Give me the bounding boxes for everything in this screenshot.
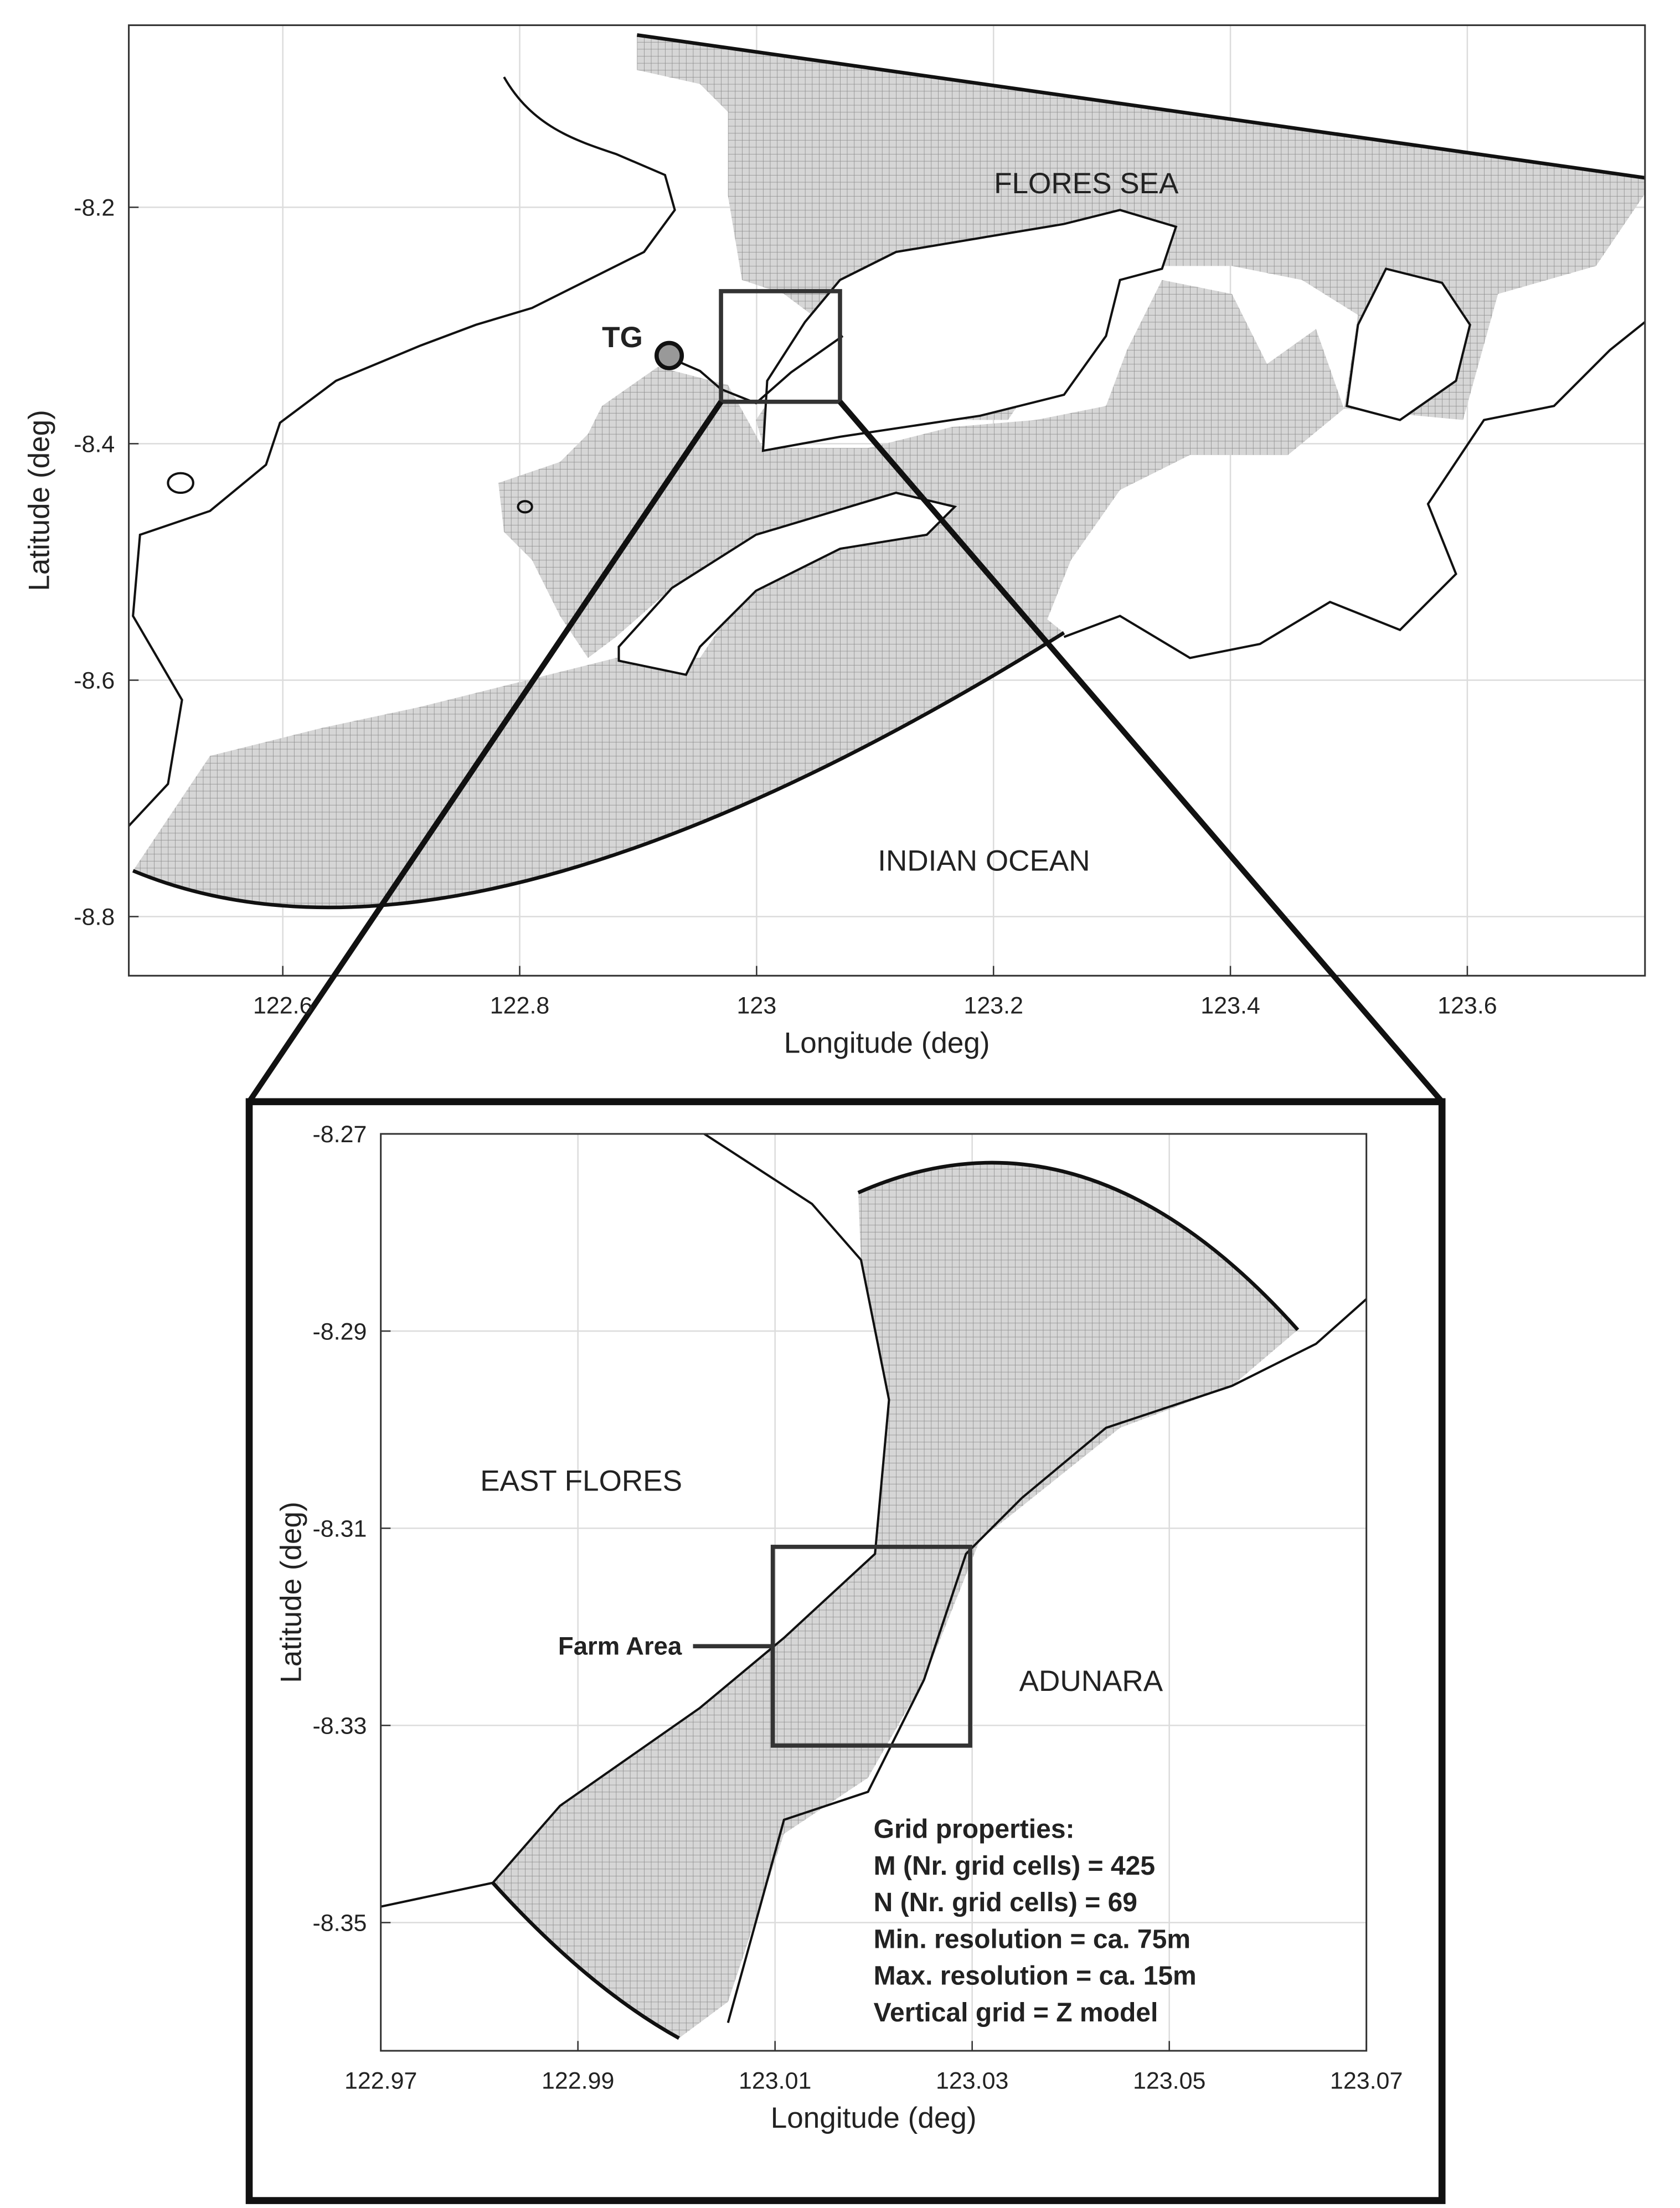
y-tick-label: -8.31 [312, 1515, 367, 1542]
grid-property: M (Nr. grid cells) = 425 [874, 1851, 1155, 1881]
grid-boundary [491, 1881, 680, 2040]
x-tick-label: 122.97 [344, 2067, 417, 2094]
grid-boundary [132, 631, 1065, 910]
island [1346, 267, 1471, 421]
coastline [380, 1133, 890, 1908]
x-tick-label: 123 [737, 993, 777, 1019]
grid-property: Grid properties: [874, 1815, 1075, 1844]
tide-gauge [654, 341, 684, 370]
map-top [128, 33, 1645, 910]
grid-property: N (Nr. grid cells) = 69 [874, 1888, 1137, 1917]
grid-boundary [857, 1160, 1300, 1332]
y-tick-label: -8.6 [74, 668, 115, 694]
x-axis-label: Longitude (deg) [784, 1026, 990, 1059]
zoom-line [246, 400, 724, 1103]
x-tick-label: 122.8 [490, 993, 550, 1019]
y-tick-label: -8.2 [74, 195, 115, 221]
coastline [657, 335, 844, 405]
axes-box [380, 1133, 1368, 2052]
y-tick-label: -8.8 [74, 904, 115, 931]
zoom-line [838, 400, 1445, 1104]
island [761, 209, 1178, 452]
x-tick-label: 123.07 [1330, 2067, 1403, 2094]
model-grid [133, 532, 1064, 907]
land-label: EAST FLORES [480, 1465, 682, 1498]
y-axis-label: Latitude (deg) [23, 410, 55, 591]
x-tick-label: 122.99 [542, 2067, 614, 2094]
y-tick-label: -8.27 [312, 1121, 367, 1148]
x-tick-label: 123.4 [1200, 993, 1260, 1019]
axes-box [128, 24, 1646, 977]
y-tick-label: -8.29 [312, 1318, 367, 1345]
grid-boundary [636, 33, 1645, 180]
map-inset [380, 1133, 1367, 2040]
farm-label: Farm Area [558, 1632, 682, 1660]
grid-property: Min. resolution = ca. 75m [874, 1925, 1191, 1954]
x-tick-label: 123.01 [739, 2067, 811, 2094]
grid-property: Vertical grid = Z model [874, 1998, 1158, 2028]
model-grid [492, 1163, 1298, 2039]
zoom-box [719, 289, 842, 404]
x-tick-label: 123.05 [1133, 2067, 1205, 2094]
grid-property: Max. resolution = ca. 15m [874, 1962, 1197, 1991]
x-tick-label: 123.6 [1437, 993, 1497, 1019]
coastline [167, 472, 533, 514]
x-tick-label: 122.6 [253, 993, 313, 1019]
x-tick-label: 123.2 [963, 993, 1023, 1019]
inset-frame [245, 1098, 1446, 2204]
x-tick-label: 123.03 [936, 2067, 1008, 2094]
station-label: TG [602, 321, 643, 354]
x-axis-label: Longitude (deg) [771, 2102, 977, 2134]
ocean-label: INDIAN OCEAN [878, 845, 1090, 878]
coastline [726, 1298, 1367, 2024]
land-label: ADUNARA [1019, 1665, 1163, 1698]
coastline [1063, 321, 1645, 659]
y-axis-label: Latitude (deg) [275, 1502, 308, 1683]
coastline [128, 76, 676, 827]
island [617, 491, 957, 676]
sea-label: FLORES SEA [994, 167, 1179, 200]
y-tick-label: -8.4 [74, 431, 115, 458]
y-tick-label: -8.35 [312, 1910, 367, 1937]
y-tick-label: -8.33 [312, 1713, 367, 1740]
